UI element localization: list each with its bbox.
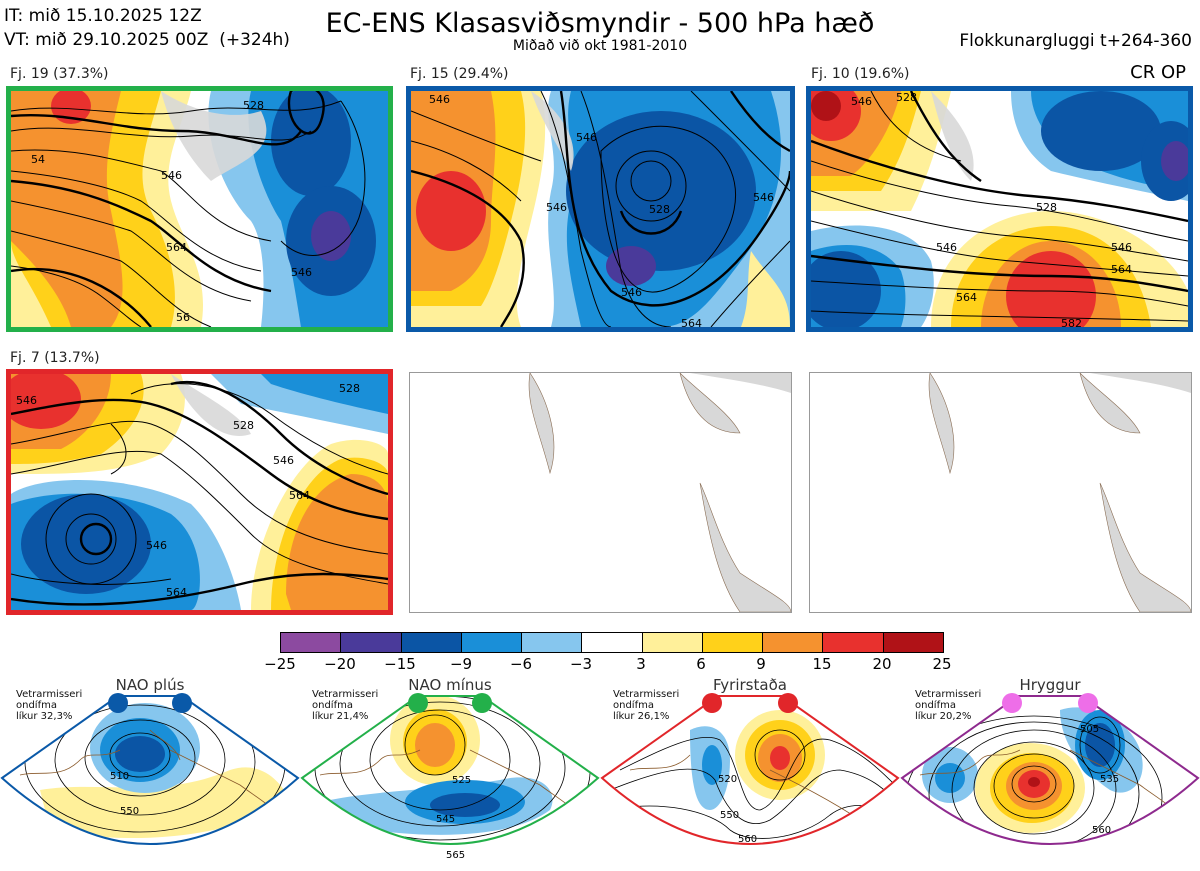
colorbar-tick: 15 [812, 655, 832, 673]
colorbar-swatch [522, 633, 583, 652]
colorbar-swatch [763, 633, 824, 652]
regime-note-blocking: Vetrarmisseri ondífma líkur 26,1% [613, 689, 680, 722]
regime-title-nao-plus: NAO plús [115, 676, 185, 694]
contour-label: 582 [1061, 317, 1082, 327]
panel-label-2: Fj. 15 (29.4%) [410, 66, 509, 82]
colorbar-swatch [702, 633, 764, 652]
contour-label: 546 [936, 241, 957, 254]
cluster-map-1: 54 546 564 546 56 528 [6, 86, 393, 332]
contour-label: 546 [16, 394, 37, 407]
regime-contour-label: 550 [120, 806, 139, 817]
empty-map-6 [809, 372, 1192, 613]
panel-label-3: Fj. 10 (19.6%) [811, 66, 910, 82]
contour-label: 546 [851, 95, 872, 108]
contour-label: 528 [1036, 201, 1057, 214]
contour-label: 546 [621, 286, 642, 299]
contour-label: 528 [649, 203, 670, 216]
contour-label: 564 [166, 241, 187, 254]
cluster-map-4: 546 528 528 546 564 546 564 [6, 369, 393, 615]
colorbar-tick: 6 [696, 655, 706, 673]
contour-label: 528 [243, 99, 264, 112]
contour-label: 546 [753, 191, 774, 204]
regime-title-ridge: Hryggur [1019, 676, 1081, 694]
contour-label: 546 [429, 93, 450, 106]
initial-time: IT: mið 15.10.2025 12Z [4, 6, 202, 26]
regime-contour-label: 510 [110, 771, 129, 782]
contour-label: 564 [289, 489, 310, 502]
contour-label: 528 [233, 419, 254, 432]
valid-time: VT: mið 29.10.2025 00Z (+324h) [4, 30, 290, 50]
colorbar-swatch [341, 633, 402, 652]
colorbar-tick: −9 [449, 655, 473, 673]
regime-map-nao-plus: 510 550 [0, 693, 300, 845]
cluster-map-2: 546 546 546 528 546 546 564 [406, 86, 795, 332]
panel-label-4: Fj. 7 (13.7%) [10, 350, 100, 366]
contour-label: 564 [956, 291, 977, 304]
colorbar-swatch [281, 633, 342, 652]
colorbar-tick: 9 [756, 655, 766, 673]
panel-label-1: Fj. 19 (37.3%) [10, 66, 109, 82]
page-title: EC-ENS Klasasviðsmyndir - 500 hPa hæð [325, 8, 875, 39]
colorbar-tick: 25 [932, 655, 952, 673]
regime-title-nao-minus: NAO mínus [408, 676, 492, 694]
regime-contour-label: 520 [718, 774, 737, 785]
contour-label: 546 [291, 266, 312, 279]
regime-contour-label: 545 [436, 814, 455, 825]
colorbar-tick: −20 [324, 655, 356, 673]
regime-map-ridge: 505 535 560 [900, 693, 1200, 845]
forecast-times: IT: mið 15.10.2025 12Z VT: mið 29.10.2025… [4, 4, 290, 52]
colorbar-swatch [642, 633, 703, 652]
regime-contour-label: 560 [1092, 825, 1111, 836]
contour-label: 546 [546, 201, 567, 214]
regime-contour-label: 565 [446, 850, 465, 861]
colorbar-swatch [823, 633, 884, 652]
regime-title-blocking: Fyrirstaða [713, 676, 787, 694]
colorbar-tick: 3 [636, 655, 646, 673]
contour-label: 564 [166, 586, 187, 599]
regime-contour-label: 525 [452, 775, 471, 786]
colorbar-tick: −6 [509, 655, 533, 673]
contour-label: 564 [681, 317, 702, 327]
regime-map-blocking: 520 550 560 [600, 693, 900, 845]
cr-op-label: CR OP [1130, 62, 1186, 83]
contour-label: 546 [1111, 241, 1132, 254]
regime-note-nao-plus: Vetrarmisseri ondífma líkur 32,3% [16, 689, 83, 722]
contour-label: 528 [896, 91, 917, 104]
colorbar-swatch [401, 633, 462, 652]
regime-map-nao-minus: 525 545 565 [300, 693, 600, 861]
page-subtitle: Miðað við okt 1981-2010 [512, 38, 688, 54]
contour-label: 54 [31, 153, 45, 166]
colorbar-tick: −15 [384, 655, 416, 673]
regime-contour-label: 550 [720, 810, 739, 821]
contour-label: 564 [1111, 263, 1132, 276]
regime-contour-label: 560 [738, 834, 757, 845]
colorbar-swatch [582, 633, 643, 652]
classification-window: Flokkunargluggi t+264-360 [959, 31, 1192, 51]
cluster-map-3: 546 528 528 546 546 564 564 582 [806, 86, 1193, 332]
empty-map-5 [409, 372, 792, 613]
contour-label: 546 [161, 169, 182, 182]
contour-label: 546 [146, 539, 167, 552]
colorbar-swatch [461, 633, 523, 652]
contour-label: 546 [576, 131, 597, 144]
regime-contour-label: 535 [1100, 774, 1119, 785]
regime-note-nao-minus: Vetrarmisseri ondífma líkur 21,4% [312, 689, 379, 722]
colorbar-tick: −3 [569, 655, 593, 673]
contour-label: 56 [176, 311, 190, 324]
regime-contour-label: 505 [1080, 724, 1099, 735]
contour-label: 528 [339, 382, 360, 395]
colorbar [280, 632, 944, 653]
colorbar-swatch [883, 633, 943, 652]
contour-label: 546 [273, 454, 294, 467]
colorbar-tick: 20 [872, 655, 892, 673]
colorbar-tick: −25 [264, 655, 296, 673]
regime-note-ridge: Vetrarmisseri ondífma líkur 20,2% [915, 689, 982, 722]
